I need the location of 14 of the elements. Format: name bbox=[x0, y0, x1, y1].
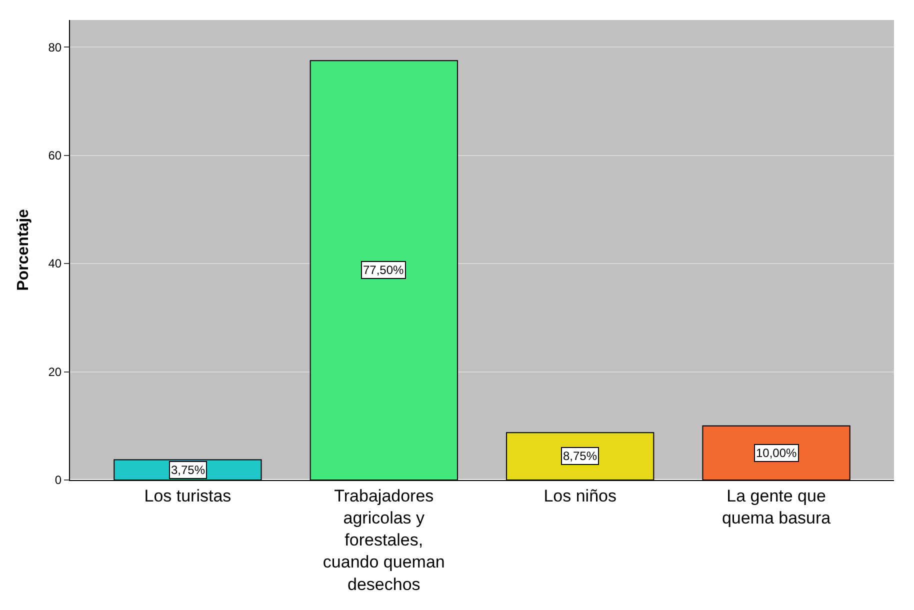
data-label: 8,75% bbox=[563, 449, 598, 463]
x-tick-label: Los turistas bbox=[144, 486, 232, 506]
y-tick-label: 0 bbox=[54, 473, 62, 488]
x-tick-label: La gente que quema basura bbox=[722, 486, 832, 528]
data-label: 10,00% bbox=[756, 446, 798, 460]
y-tick-label: 60 bbox=[48, 148, 62, 162]
data-label: 3,75% bbox=[171, 463, 206, 477]
y-tick-label: 20 bbox=[48, 364, 62, 379]
y-tick-label: 40 bbox=[48, 256, 62, 271]
y-tick-label: 80 bbox=[48, 40, 62, 54]
data-label: 77,50% bbox=[363, 263, 404, 277]
x-tick-label: Trabajadores agricolas y forestales, cuando queman desechos bbox=[322, 486, 445, 594]
x-tick-label: Los niños bbox=[544, 486, 616, 506]
y-axis-title: Porcentaje bbox=[15, 208, 32, 291]
